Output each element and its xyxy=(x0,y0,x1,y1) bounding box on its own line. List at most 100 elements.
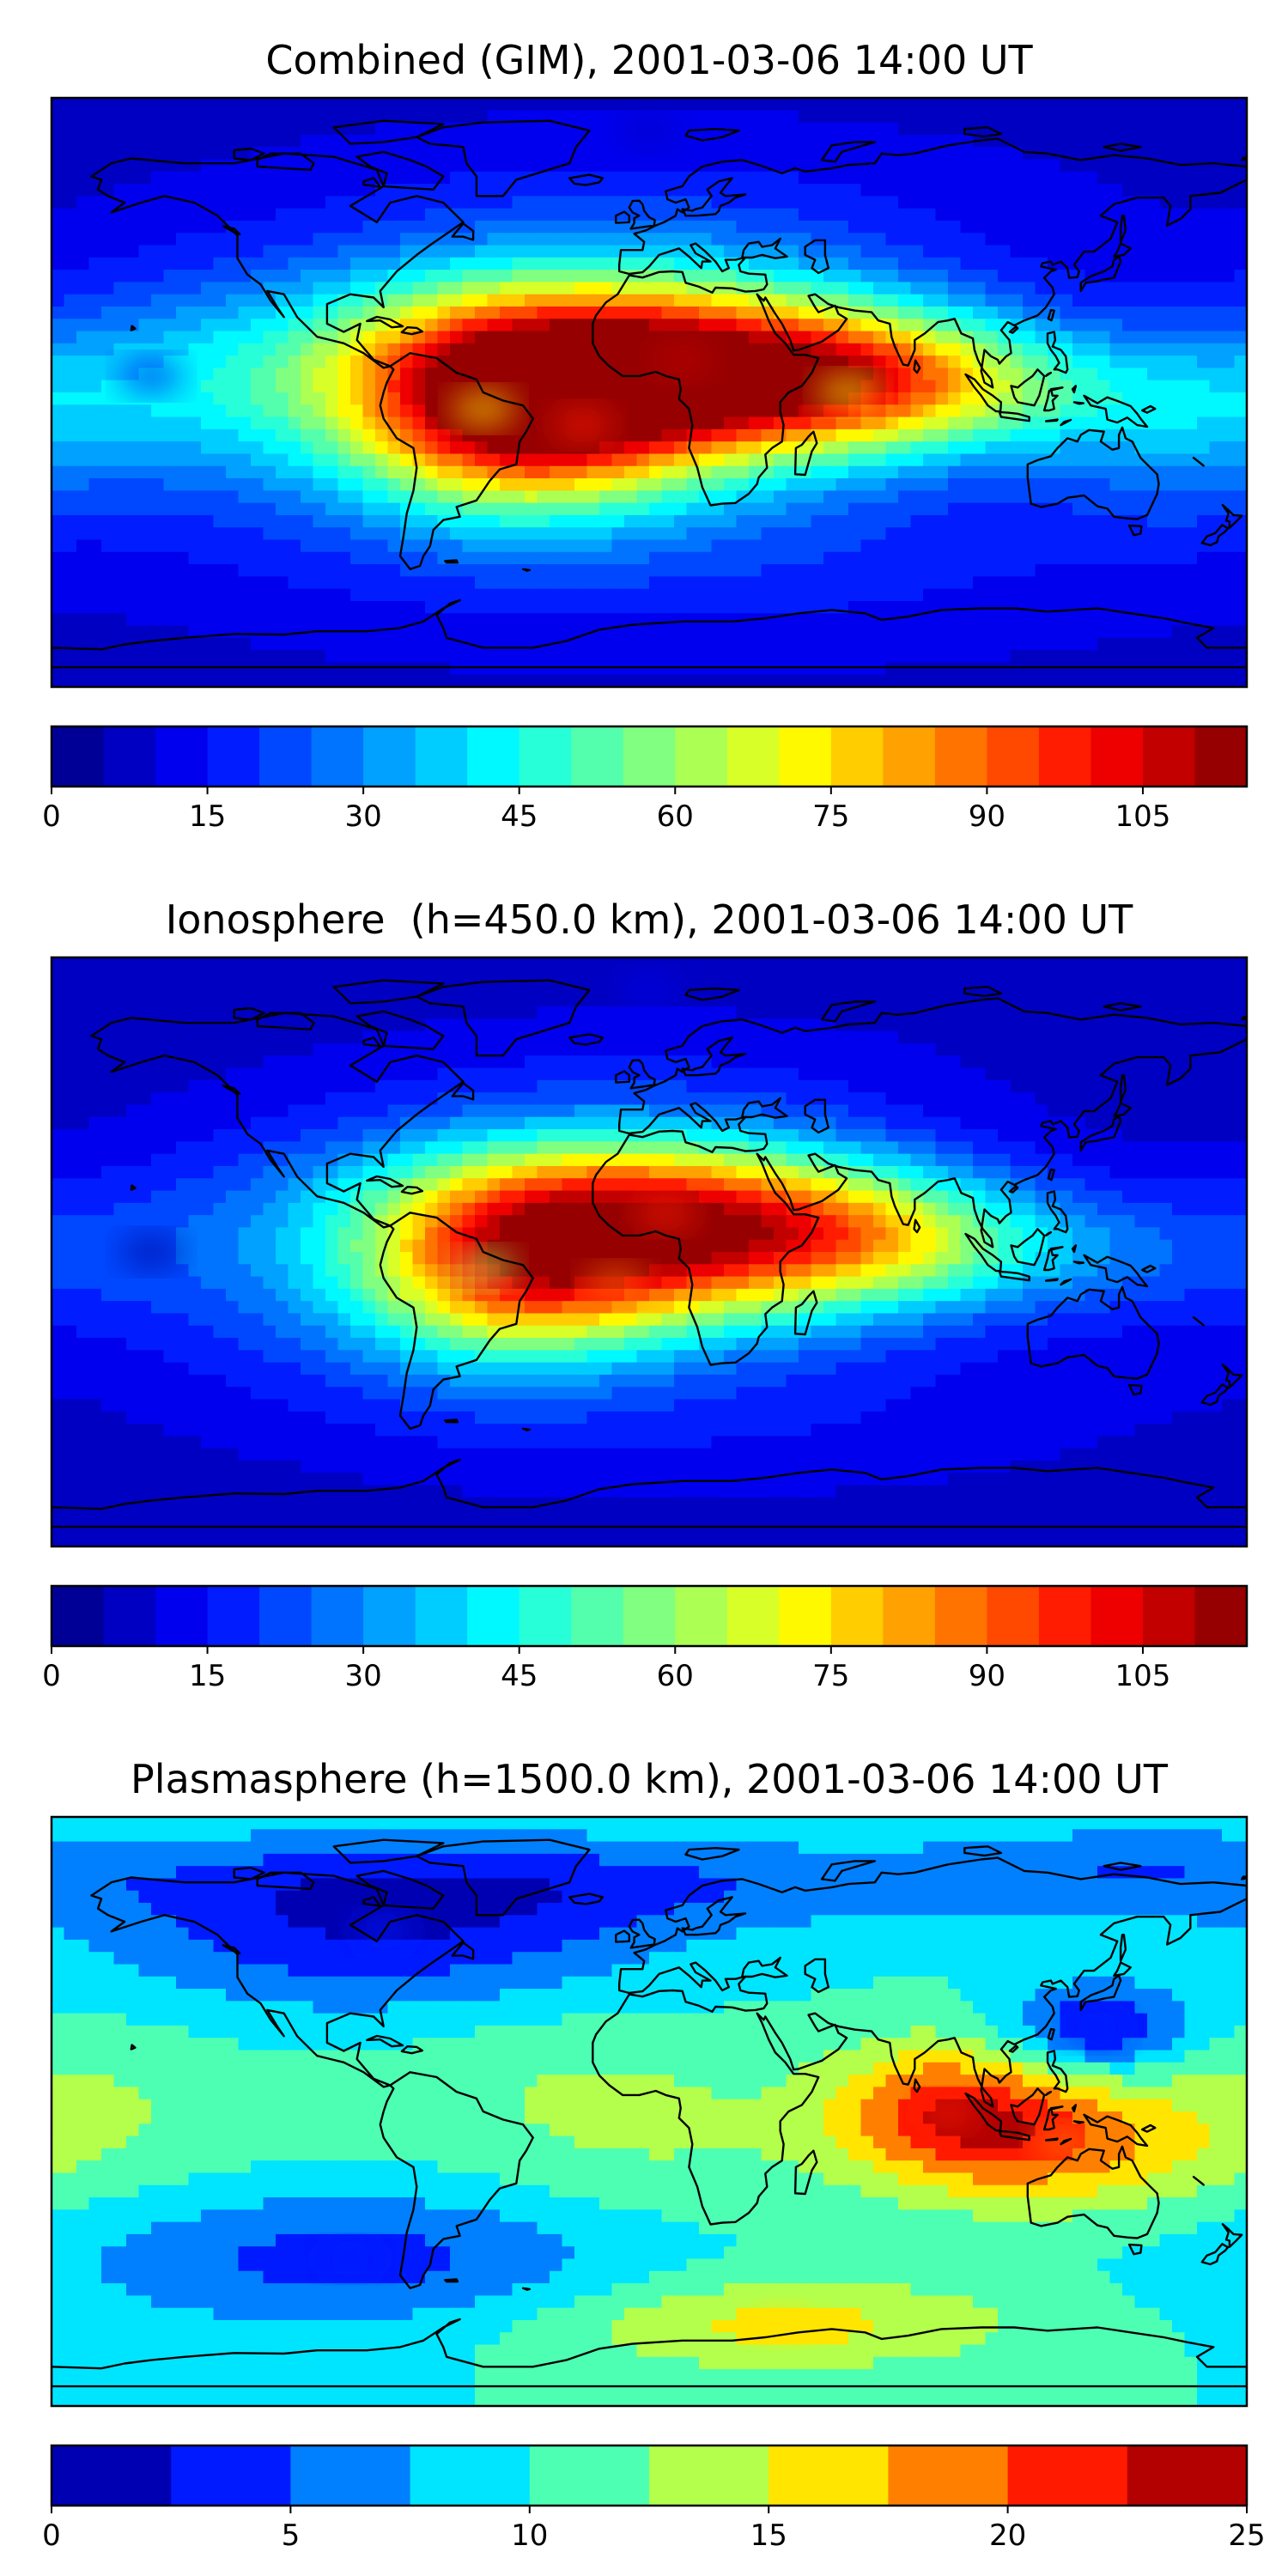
field-cell xyxy=(860,270,874,283)
field-cell xyxy=(151,306,165,319)
field-cell xyxy=(1023,441,1036,455)
field-cell xyxy=(288,416,301,430)
field-cell xyxy=(724,220,738,234)
field-cell xyxy=(1097,282,1111,295)
field-cell xyxy=(599,957,613,970)
field-cell xyxy=(835,355,849,369)
field-cell xyxy=(1010,233,1024,246)
colorbar-swatch xyxy=(779,726,832,787)
field-cell xyxy=(201,416,215,430)
field-cell xyxy=(599,392,613,405)
field-cell xyxy=(736,662,750,676)
field-cell xyxy=(1122,441,1136,455)
field-cell xyxy=(313,184,326,197)
field-cell xyxy=(799,233,812,246)
field-cell xyxy=(76,478,90,491)
field-cell xyxy=(437,650,451,664)
field-cell xyxy=(574,294,588,307)
field-cell xyxy=(1197,294,1211,307)
field-cell xyxy=(288,110,301,124)
field-cell xyxy=(574,355,588,369)
field-cell xyxy=(487,159,501,173)
field-cell xyxy=(724,637,738,651)
field-cell xyxy=(76,674,90,687)
field-cell xyxy=(1134,331,1148,344)
field-cell xyxy=(1060,122,1073,136)
field-cell xyxy=(562,588,575,602)
field-cell xyxy=(1134,306,1148,319)
field-cell xyxy=(138,245,152,258)
field-cell xyxy=(761,343,775,356)
field-cell xyxy=(251,306,264,319)
field-cell xyxy=(774,98,787,111)
field-cell xyxy=(101,355,115,369)
field-cell xyxy=(1023,502,1036,516)
field-cell xyxy=(624,514,638,528)
field-cell xyxy=(1209,674,1223,687)
field-cell xyxy=(661,233,675,246)
field-cell xyxy=(774,392,787,405)
field-cell xyxy=(537,465,550,479)
field-cell xyxy=(437,576,451,590)
field-cell xyxy=(1209,282,1223,295)
field-cell xyxy=(998,159,1012,173)
field-cell xyxy=(599,110,613,124)
field-cell xyxy=(437,674,451,687)
field-cell xyxy=(935,355,949,369)
field-cell xyxy=(1234,380,1247,393)
field-cell xyxy=(301,368,314,381)
field-cell xyxy=(910,637,924,651)
field-cell xyxy=(1209,392,1223,405)
field-cell xyxy=(860,233,874,246)
field-cell xyxy=(301,662,314,676)
field-cell xyxy=(462,969,476,983)
field-cell xyxy=(226,613,240,627)
field-cell xyxy=(711,613,725,627)
field-cell xyxy=(325,428,339,442)
field-cell xyxy=(1122,294,1136,307)
field-cell xyxy=(774,184,787,197)
field-cell xyxy=(985,404,999,418)
field-cell xyxy=(910,404,924,418)
field-cell xyxy=(711,220,725,234)
field-cell xyxy=(799,416,812,430)
field-cell xyxy=(1234,331,1247,344)
field-cell xyxy=(1147,159,1161,173)
field-cell xyxy=(213,208,227,222)
field-cell xyxy=(711,453,725,467)
field-cell xyxy=(362,110,376,124)
field-cell xyxy=(910,600,924,614)
field-cell xyxy=(1084,220,1098,234)
field-cell xyxy=(151,981,165,995)
field-cell xyxy=(412,674,426,687)
field-cell xyxy=(885,478,899,491)
field-cell xyxy=(1097,159,1111,173)
field-cell xyxy=(724,527,738,541)
field-cell xyxy=(1159,490,1173,504)
field-cell xyxy=(337,551,351,565)
field-cell xyxy=(500,613,513,627)
field-cell xyxy=(1159,650,1173,664)
field-cell xyxy=(1159,478,1173,491)
field-cell xyxy=(52,981,65,995)
field-cell xyxy=(898,453,912,467)
field-cell xyxy=(226,233,240,246)
field-cell xyxy=(873,490,887,504)
field-cell xyxy=(76,465,90,479)
field-cell xyxy=(475,343,489,356)
field-cell xyxy=(487,428,501,442)
field-cell xyxy=(337,380,351,393)
field-cell xyxy=(923,625,937,639)
field-cell xyxy=(288,331,301,344)
field-cell xyxy=(238,441,252,455)
field-cell xyxy=(835,490,849,504)
field-cell xyxy=(898,539,912,553)
field-cell xyxy=(425,147,439,161)
field-cell xyxy=(586,981,600,995)
field-cell xyxy=(487,343,501,356)
field-cell xyxy=(1109,184,1123,197)
field-cell xyxy=(550,637,563,651)
field-cell xyxy=(138,184,152,197)
field-cell xyxy=(537,981,550,995)
field-cell xyxy=(699,270,713,283)
